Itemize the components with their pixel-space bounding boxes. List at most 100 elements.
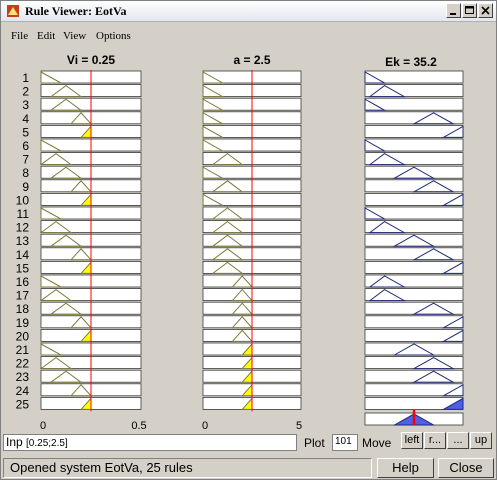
move-right-button[interactable]: r... [424, 432, 446, 449]
membership-function [392, 343, 436, 356]
input-label: Inp [6, 435, 23, 449]
rule-cell [364, 342, 464, 356]
matlab-icon [7, 5, 19, 17]
membership-function [211, 207, 244, 220]
membership-function [69, 316, 93, 329]
rule-number: 23 [16, 370, 30, 384]
column-title-ek: Ek = 35.2 [385, 55, 437, 69]
rule-row: 11 [17, 206, 464, 221]
membership-function [39, 152, 73, 166]
membership-function [49, 234, 83, 247]
membership-function [231, 329, 254, 342]
help-button[interactable]: Help [377, 458, 434, 478]
rule-row: 15 [16, 260, 464, 275]
rule-cell [364, 369, 464, 383]
title-bar: Rule Viewer: EotVa [1, 1, 496, 22]
menu-edit[interactable]: Edit [37, 30, 56, 42]
membership-function [441, 383, 464, 397]
membership-function [40, 343, 62, 356]
tick-a-min: 0 [202, 420, 208, 431]
membership-function [368, 85, 407, 98]
rule-row: 5 [22, 125, 464, 139]
membership-function [49, 84, 83, 98]
membership-function [364, 71, 387, 84]
rule-row: 2 [22, 84, 464, 99]
membership-function [39, 288, 73, 302]
input-field[interactable]: Inp [0.25;2.5] [3, 434, 297, 451]
rule-number: 17 [16, 289, 30, 303]
membership-function [202, 139, 225, 152]
rule-row: 24 [16, 383, 464, 398]
rule-number: 10 [16, 193, 30, 207]
menu-options[interactable]: Options [96, 30, 131, 42]
rule-cell [364, 274, 464, 288]
membership-function [412, 112, 456, 125]
membership-function [49, 370, 83, 383]
membership-function [441, 125, 464, 138]
plot-points-field[interactable]: 101 [332, 434, 358, 451]
plot-label: Plot [304, 436, 325, 450]
rule-row: 21 [16, 342, 464, 357]
tick-vi-max: 0.5 [131, 420, 146, 431]
rule-row: 18 [16, 301, 464, 316]
rule-cell [364, 111, 464, 125]
membership-function [211, 220, 244, 234]
rule-number: 21 [16, 343, 30, 357]
tick-a-max: 5 [296, 420, 302, 431]
membership-function [231, 288, 254, 302]
membership-function [49, 98, 83, 111]
membership-function [441, 397, 464, 410]
membership-function [412, 180, 456, 193]
membership-function [231, 302, 254, 315]
rule-number: 8 [22, 166, 29, 180]
menu-view[interactable]: View [63, 30, 87, 42]
membership-function [364, 139, 387, 152]
rule-cell [364, 247, 464, 261]
rule-cell [364, 220, 464, 234]
rule-row: 10 [16, 192, 464, 207]
rule-row: 14 [16, 247, 464, 262]
rule-row: 19 [16, 315, 464, 330]
membership-function [40, 71, 62, 84]
rule-number: 18 [16, 302, 30, 316]
membership-function [39, 356, 73, 370]
membership-function [441, 261, 464, 274]
rule-number: 22 [16, 357, 30, 371]
aggregate-output [364, 410, 464, 426]
move-down-button[interactable]: ... [447, 432, 469, 449]
rule-row: 9 [22, 179, 464, 194]
rule-number: 25 [16, 397, 30, 411]
membership-function [441, 315, 464, 329]
close-window-button[interactable] [478, 3, 493, 18]
window-title: Rule Viewer: EotVa [25, 4, 127, 18]
minimize-button[interactable] [446, 3, 461, 18]
rule-row: 1 [22, 70, 464, 85]
rule-row: 13 [16, 233, 464, 248]
rule-row: 22 [16, 356, 464, 371]
rule-number: 16 [16, 275, 30, 289]
rule-row: 23 [16, 369, 464, 384]
membership-function [202, 125, 225, 138]
column-title-a: a = 2.5 [233, 53, 270, 67]
membership-function [412, 370, 456, 383]
rule-cell [364, 152, 464, 165]
close-button[interactable]: Close [438, 458, 494, 478]
rule-number: 15 [16, 261, 30, 275]
menu-bar: File Edit View Options [1, 30, 496, 46]
rule-number: 3 [22, 98, 29, 112]
rule-number: 19 [16, 316, 30, 330]
move-up-button[interactable]: up [470, 432, 492, 449]
membership-function [364, 98, 387, 111]
move-left-button[interactable]: left [401, 432, 423, 449]
rule-cell [364, 138, 464, 152]
rule-cell [364, 328, 464, 342]
maximize-button[interactable] [462, 3, 477, 18]
rule-cell [364, 301, 464, 315]
menu-file[interactable]: File [11, 30, 29, 42]
membership-function [202, 111, 225, 125]
status-text: Opened system EotVa, 25 rules [10, 460, 193, 475]
membership-function [441, 329, 464, 342]
membership-function [40, 139, 62, 152]
membership-function [412, 302, 456, 315]
rule-plot-area[interactable]: Vi = 0.25 a = 2.5 Ek = 35.2 123456789101… [1, 49, 496, 431]
